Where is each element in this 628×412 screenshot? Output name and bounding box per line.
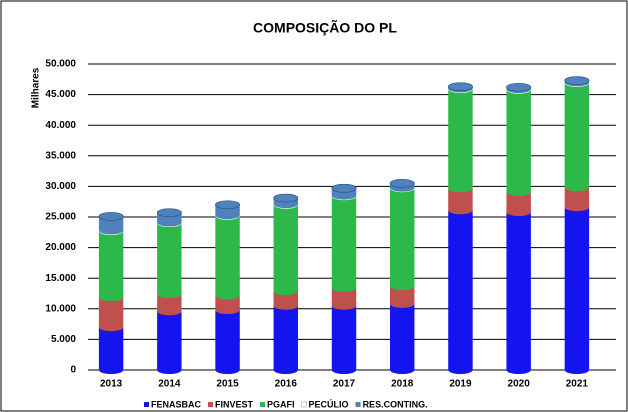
y-axis-label: Milhares [31,67,42,108]
bar-segment [389,286,415,308]
legend-label: PGAFI [267,399,295,409]
bar-segment [157,223,182,299]
cylinder-top [506,82,532,92]
y-tick-label: 0 [70,365,76,376]
bar-segment [506,191,531,217]
x-tick-label: 2021 [566,379,589,390]
y-tick-label: 35.000 [45,150,76,161]
bar-segment [273,291,299,310]
bar-segment [389,188,415,291]
x-tick-label: 2014 [158,379,181,390]
y-tick-label: 20.000 [45,242,76,253]
y-tick-label: 30.000 [45,181,76,192]
bar-segment [331,305,357,374]
bar-segment [564,82,590,192]
legend-label: PECÚLIO [309,398,349,409]
bar-segment [273,204,299,296]
x-tick-label: 2013 [100,379,123,390]
chart-title: COMPOSIÇÃO DO PL [253,19,397,36]
legend-swatch [260,402,266,407]
bar-segment [389,303,415,374]
legend-label: FENASBAC [151,399,202,409]
bar-segment [98,327,124,374]
bar-segment [448,188,473,215]
bar-segment [98,297,124,332]
bar-segment [98,231,124,302]
legend-swatch [355,402,361,407]
bar-segment [448,89,473,193]
x-tick-label: 2020 [508,379,531,390]
cylinder-top [331,183,357,193]
y-tick-label: 5.000 [51,334,76,345]
bar-segment [98,216,124,235]
bar-segment [448,210,473,374]
cylinder-top [447,82,473,91]
bar-segment [215,295,240,315]
bar-segment [331,287,357,310]
cylinder-top [389,179,415,188]
legend-label: RES.CONTING. [363,399,428,409]
bar-segment [506,212,531,374]
y-tick-label: 15.000 [45,273,76,284]
cylinder-top [273,193,299,203]
bar-segment [215,215,240,300]
y-tick-label: 10.000 [45,303,76,314]
y-tick-label: 50.000 [45,59,76,70]
legend-swatch [208,402,214,407]
y-tick-label: 45.000 [45,89,76,100]
x-tick-label: 2015 [216,379,239,390]
bar-segment [157,294,182,316]
legend-swatch [301,401,308,408]
bar-segment [273,305,299,374]
cylinder-top [564,76,590,85]
x-tick-label: 2017 [333,379,356,390]
bar-segment [157,311,182,374]
x-tick-label: 2016 [275,379,298,390]
x-tick-label: 2018 [391,379,414,390]
bar-segment [506,89,531,196]
bar-segment [564,187,590,212]
x-tick-label: 2019 [449,379,472,390]
bar-segment [564,207,590,374]
y-tick-label: 40.000 [45,120,76,131]
bar-segment [215,310,240,374]
cylinder-top [156,208,182,218]
bar-segment [331,196,357,292]
legend-label: FINVEST [215,399,254,409]
legend-swatch [144,402,149,407]
y-tick-label: 25.000 [45,212,76,223]
cylinder-top [98,212,124,221]
cylinder-top [215,200,241,210]
